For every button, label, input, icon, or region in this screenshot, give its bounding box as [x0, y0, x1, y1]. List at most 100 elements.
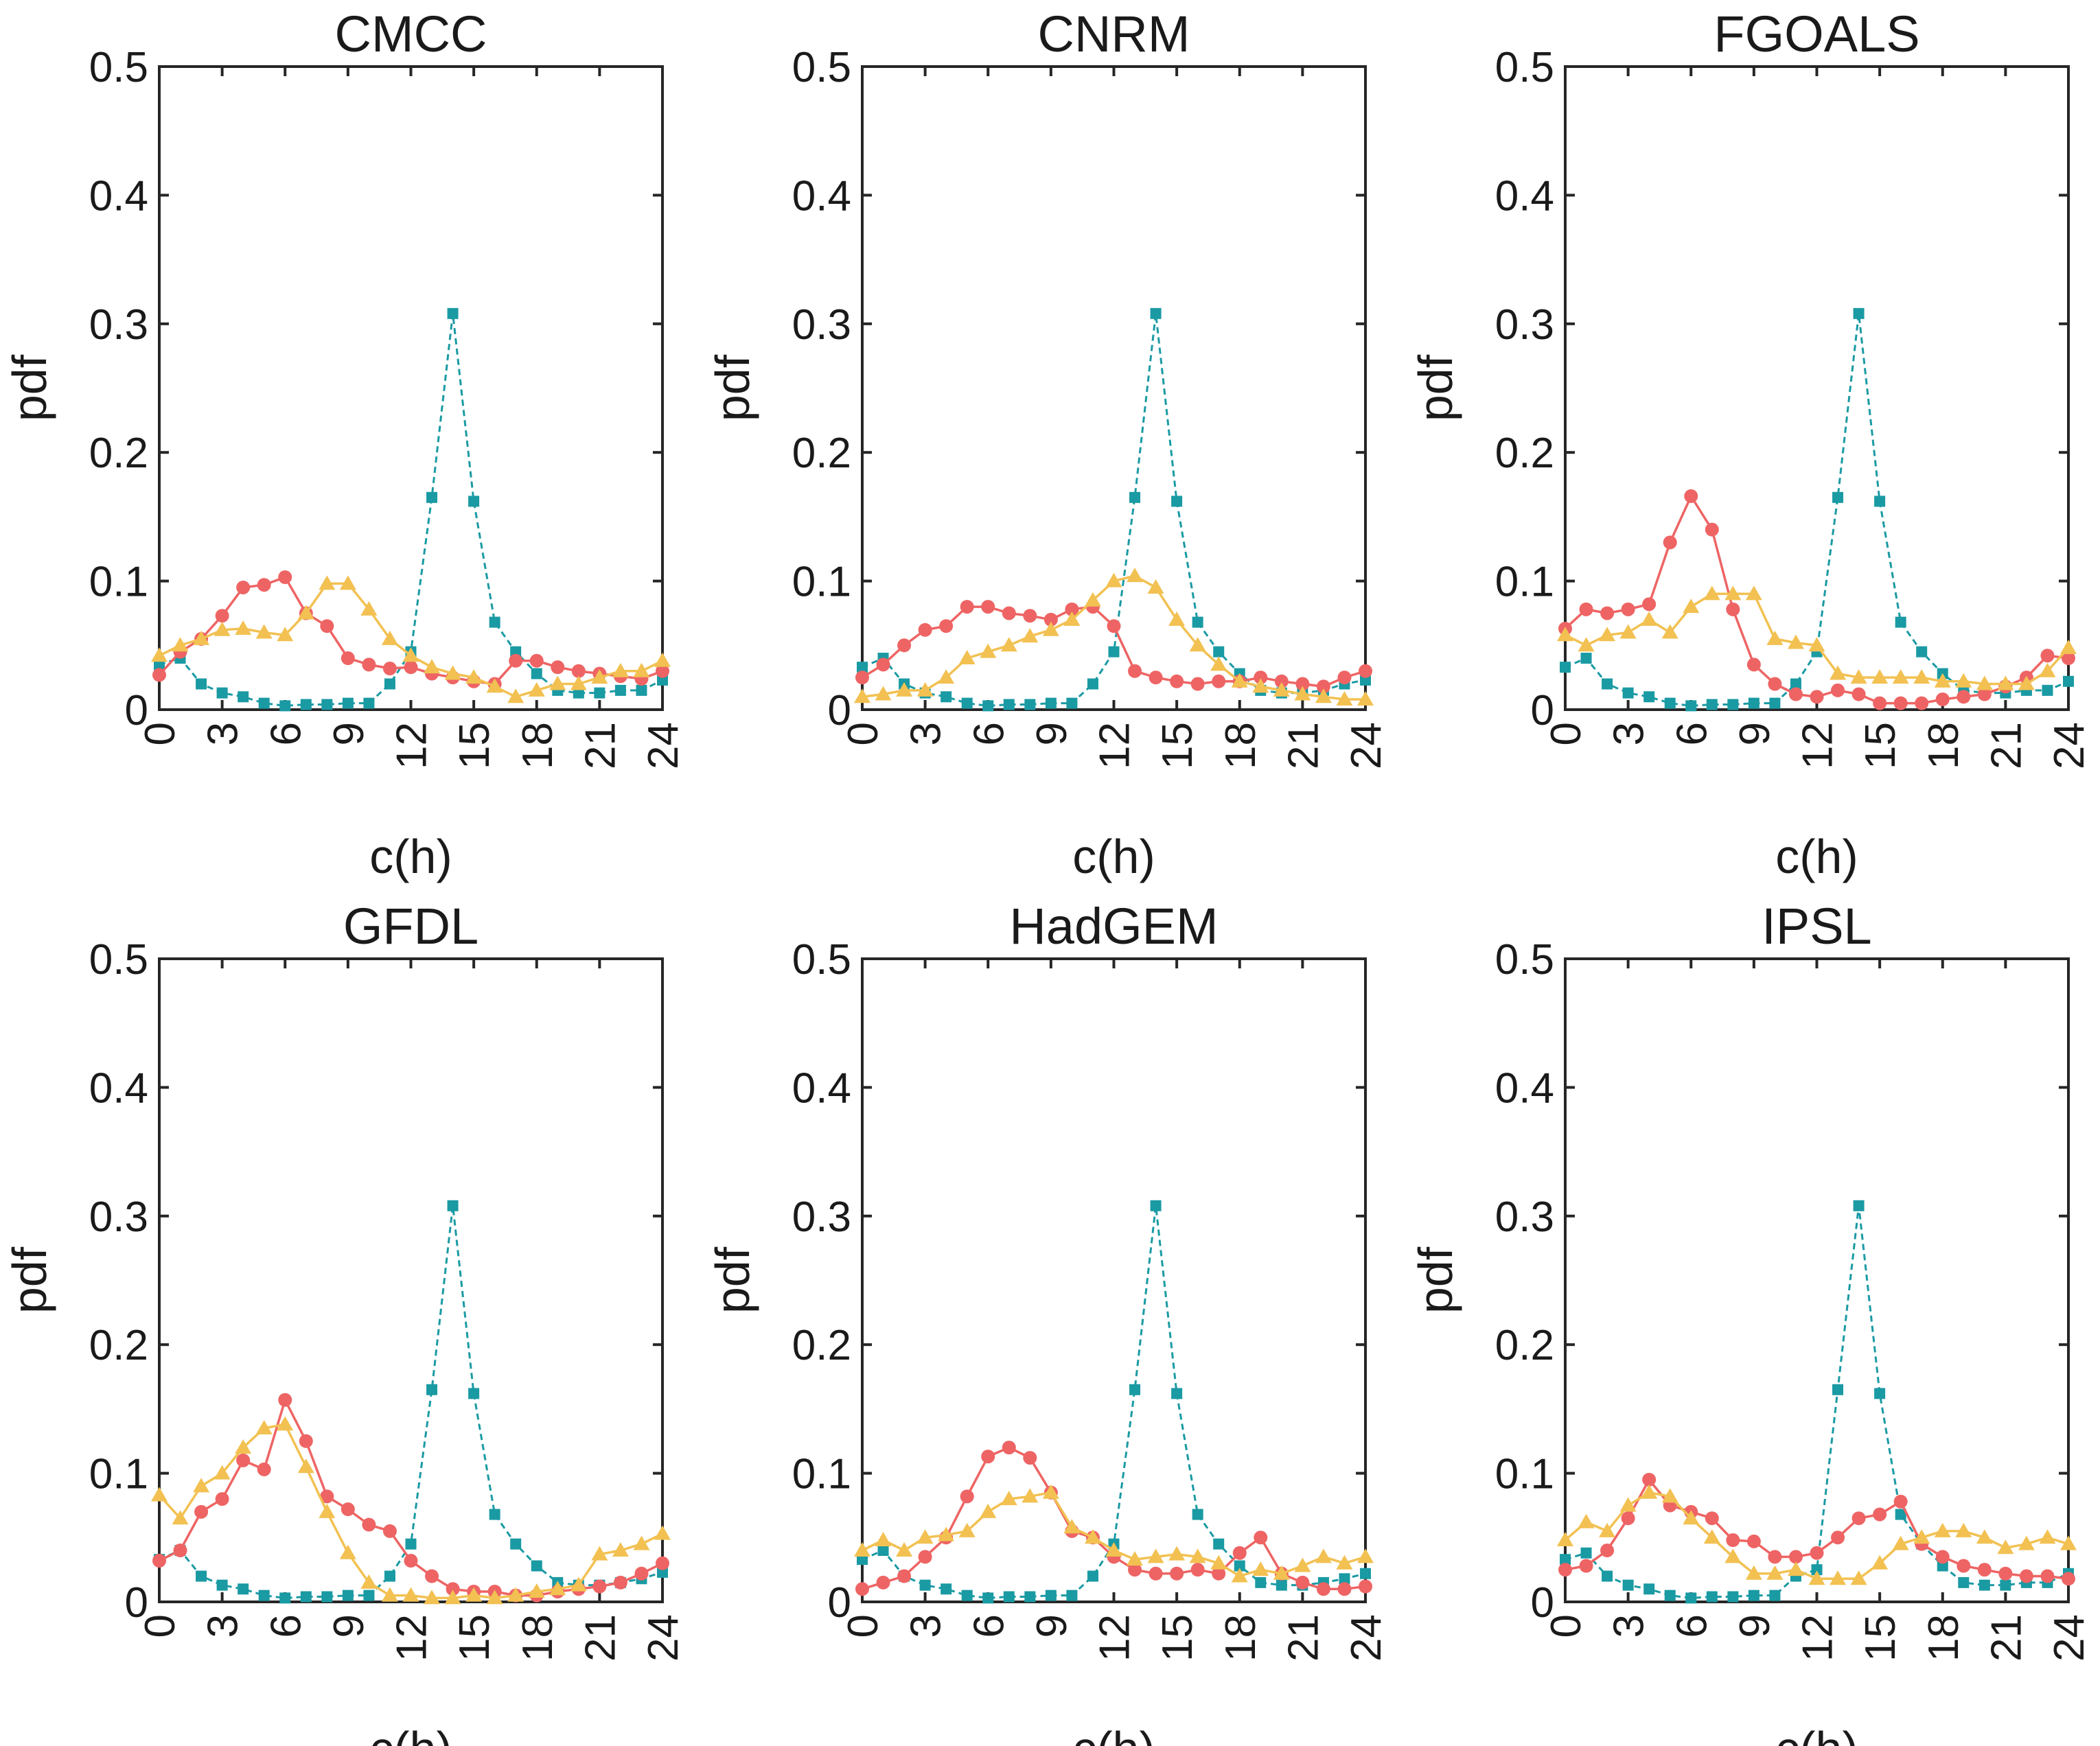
x-tick-label: 24: [1343, 722, 1390, 769]
data-point-triangle: [2039, 1529, 2056, 1544]
data-point-square: [1213, 646, 1225, 657]
data-point-square: [1213, 1538, 1225, 1550]
data-point-triangle: [1641, 1484, 1658, 1499]
series-yellow-triangles: [1557, 1484, 2077, 1585]
data-point-circle: [1212, 674, 1226, 688]
data-point-circle: [1190, 1563, 1205, 1577]
data-point-square: [1643, 1583, 1655, 1595]
data-point-triangle: [1147, 1548, 1164, 1563]
data-point-square: [636, 684, 647, 696]
x-tick-label: 0: [1543, 722, 1590, 745]
data-point-triangle: [1850, 1570, 1867, 1585]
data-point-circle: [1831, 683, 1845, 697]
data-point-triangle: [1892, 1535, 1909, 1550]
x-axis-label: c(h): [1072, 830, 1155, 883]
data-point-circle: [404, 1554, 418, 1568]
data-point-circle: [1957, 690, 1971, 704]
y-tick-label: 0.4: [1495, 172, 1554, 220]
data-point-triangle: [339, 575, 356, 590]
data-point-square: [1129, 1384, 1141, 1395]
data-point-square: [1003, 699, 1015, 710]
data-point-triangle: [1997, 1539, 2014, 1555]
series-line: [158, 1423, 663, 1600]
data-point-triangle: [1976, 675, 1993, 690]
data-point-circle: [876, 1575, 890, 1590]
data-point-circle: [2040, 649, 2055, 663]
data-point-triangle: [319, 1503, 336, 1518]
data-point-circle: [529, 653, 544, 668]
data-point-triangle: [1105, 572, 1122, 587]
data-point-triangle: [507, 688, 524, 703]
plot-frame: [1564, 957, 2070, 1603]
y-tick-label: 0.3: [1495, 1194, 1554, 1241]
data-point-circle: [1726, 602, 1740, 616]
data-point-square: [1150, 1200, 1162, 1211]
data-point-square: [1560, 662, 1571, 673]
data-point-circle: [1023, 609, 1037, 623]
data-point-triangle: [1808, 1570, 1825, 1585]
data-point-square: [300, 1591, 312, 1603]
y-tick-label: 0.2: [1495, 1322, 1554, 1369]
data-point-circle: [1043, 612, 1058, 627]
y-axis-label: pdf: [3, 1246, 56, 1314]
data-point-triangle: [1934, 1522, 1951, 1537]
data-point-triangle: [612, 1542, 629, 1557]
data-point-square: [1066, 697, 1078, 709]
data-point-square: [216, 1579, 228, 1591]
data-point-square: [489, 616, 500, 628]
x-tick-label: 9: [1731, 1614, 1779, 1638]
data-point-circle: [2040, 1569, 2055, 1583]
data-point-circle: [939, 619, 954, 633]
data-point-square: [196, 678, 207, 690]
data-point-triangle: [1871, 1555, 1889, 1570]
data-point-triangle: [549, 675, 566, 690]
data-point-triangle: [1787, 1561, 1804, 1576]
data-point-circle: [1642, 1472, 1657, 1487]
data-point-square: [510, 1538, 522, 1550]
x-tick-label: 18: [1920, 722, 1968, 769]
data-point-circle: [1705, 1511, 1719, 1526]
data-point-square: [1045, 697, 1057, 709]
data-point-square: [321, 699, 333, 710]
data-point-circle: [341, 651, 355, 666]
data-point-triangle: [1252, 678, 1269, 693]
data-point-triangle: [570, 675, 587, 690]
data-point-circle: [1663, 535, 1677, 550]
data-point-square: [1003, 1591, 1015, 1603]
x-tick-label: 9: [1028, 1614, 1076, 1638]
y-tick-label: 0.5: [792, 936, 851, 983]
series-line: [1565, 1205, 2069, 1599]
y-tick-label: 0: [125, 687, 148, 734]
data-point-triangle: [1210, 656, 1227, 671]
data-point-circle: [425, 1569, 439, 1583]
y-tick-label: 0.3: [792, 301, 851, 349]
data-point-triangle: [235, 620, 252, 635]
data-point-square: [447, 307, 459, 319]
y-tick-label: 0.3: [89, 301, 148, 349]
x-tick-label: 18: [514, 1614, 562, 1662]
data-point-triangle: [958, 650, 976, 665]
data-point-circle: [2019, 1569, 2033, 1583]
data-point-square: [2042, 684, 2053, 696]
data-point-triangle: [938, 1526, 955, 1541]
data-point-circle: [981, 600, 995, 614]
data-point-triangle: [444, 1590, 461, 1605]
data-point-square: [594, 687, 605, 699]
data-point-triangle: [2039, 662, 2056, 677]
y-tick-label: 0.1: [89, 559, 148, 606]
data-point-square: [1706, 699, 1718, 710]
data-point-circle: [1768, 677, 1782, 691]
data-point-circle: [446, 1582, 460, 1596]
data-point-triangle: [1022, 628, 1039, 643]
data-point-circle: [362, 657, 376, 672]
x-axis-label: c(h): [1775, 830, 1858, 883]
data-point-triangle: [916, 1529, 934, 1544]
data-point-circle: [1128, 664, 1142, 678]
y-tick-label: 0.1: [792, 1451, 851, 1498]
data-point-square: [1192, 1509, 1203, 1520]
data-point-triangle: [591, 1546, 608, 1561]
data-point-square: [279, 1592, 291, 1604]
data-point-triangle: [1042, 621, 1059, 636]
data-point-circle: [634, 1566, 649, 1581]
y-tick-label: 0.3: [792, 1194, 851, 1241]
